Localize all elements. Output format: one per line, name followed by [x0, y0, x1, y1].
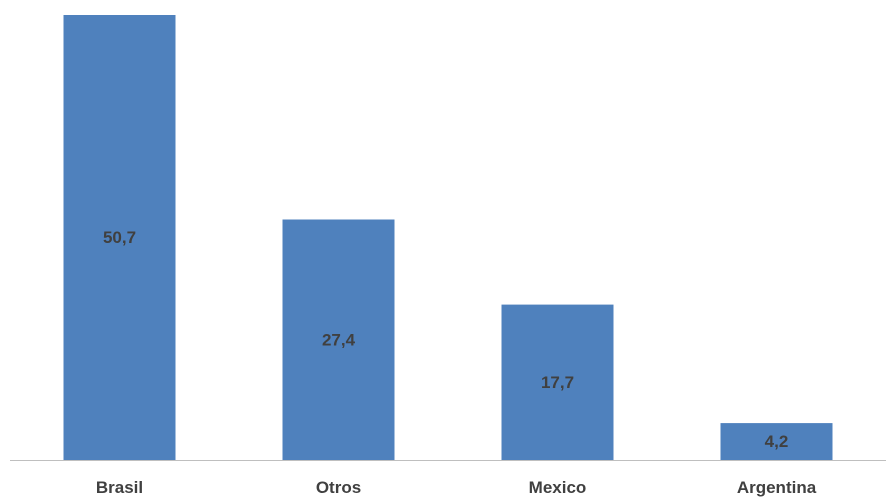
x-tick-label-argentina: Argentina	[737, 478, 817, 497]
x-tick-label-brasil: Brasil	[96, 478, 143, 497]
data-label-mexico: 17,7	[541, 373, 574, 392]
x-tick-label-mexico: Mexico	[529, 478, 587, 497]
data-labels-layer: 50,7 27,4 17,7 4,2	[103, 228, 788, 451]
bar-otros	[282, 219, 395, 460]
data-label-otros: 27,4	[322, 330, 356, 349]
bar-argentina	[720, 423, 833, 460]
x-tick-label-otros: Otros	[316, 478, 361, 497]
bars-layer	[63, 15, 833, 460]
bar-mexico	[501, 304, 614, 460]
x-tick-labels-layer: Brasil Otros Mexico Argentina	[96, 478, 817, 497]
data-label-brasil: 50,7	[103, 228, 136, 247]
bar-brasil	[63, 15, 176, 460]
data-label-argentina: 4,2	[765, 432, 789, 451]
